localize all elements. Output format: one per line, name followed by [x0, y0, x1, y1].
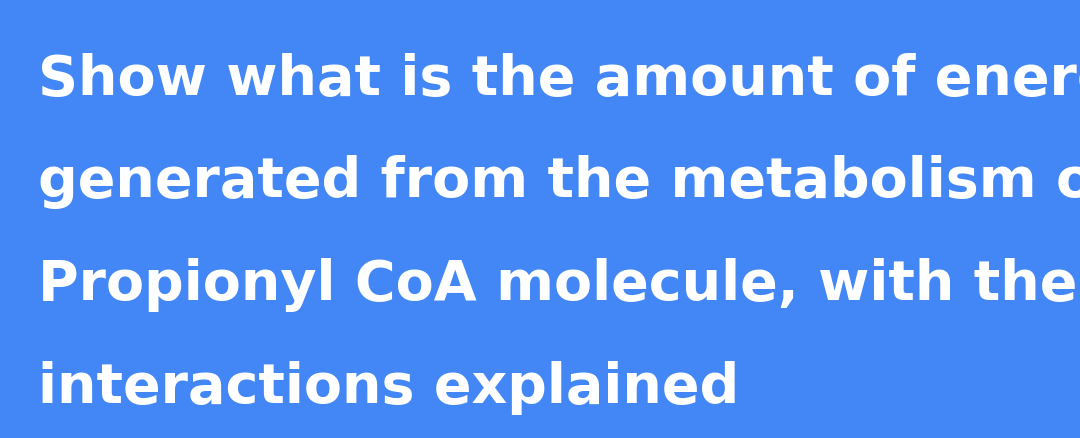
- Text: generated from the metabolism of: generated from the metabolism of: [38, 155, 1080, 209]
- Text: interactions explained: interactions explained: [38, 361, 739, 415]
- Text: Show what is the amount of energy: Show what is the amount of energy: [38, 53, 1080, 106]
- Text: Propionyl CoA molecule, with the: Propionyl CoA molecule, with the: [38, 258, 1077, 312]
